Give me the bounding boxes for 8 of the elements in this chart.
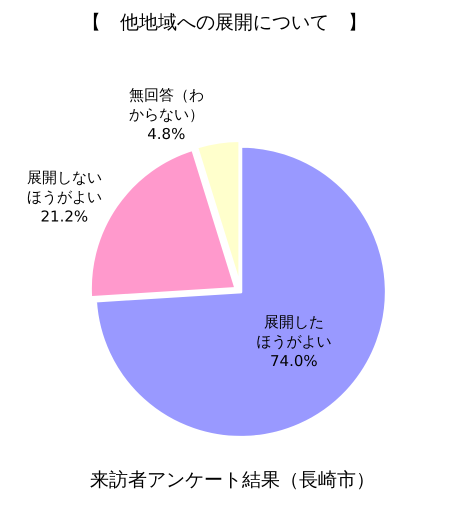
data-label: 21.2%: [40, 207, 88, 226]
data-label: 74.0%: [270, 352, 318, 370]
data-label: 4.8%: [147, 124, 186, 143]
text: 来訪者アンケート結果（長崎市）: [90, 469, 375, 491]
chart-title: 【 他地域への展開について 】: [82, 12, 367, 34]
slice-label: 展開しないほうがよい: [26, 168, 102, 206]
slice-label: 展開したほうがよい: [256, 313, 332, 351]
slice-label: 無回答（わからない）: [128, 86, 204, 124]
